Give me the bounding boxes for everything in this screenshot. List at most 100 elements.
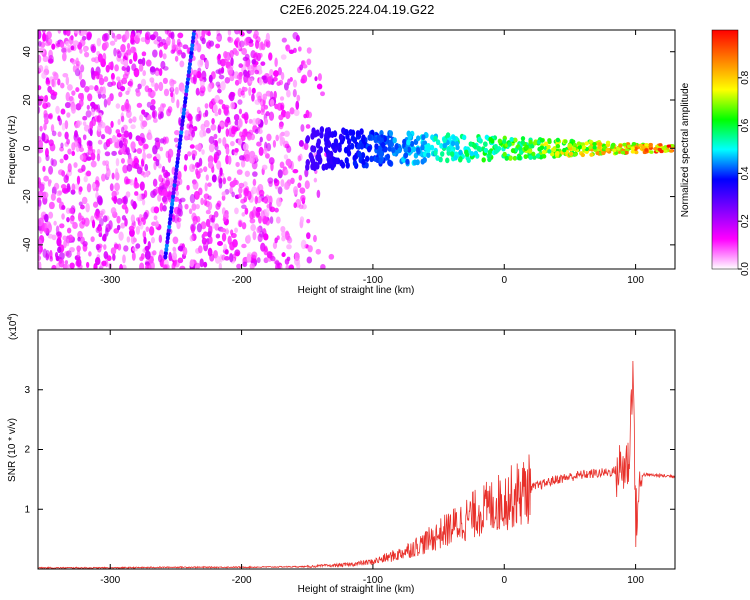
band-cell [455, 144, 460, 151]
noise-cell [43, 118, 49, 124]
noise-cell [58, 258, 65, 268]
band-cell [524, 144, 529, 150]
noise-cell [38, 177, 41, 185]
noise-cell [117, 118, 121, 126]
noise-cell [204, 182, 208, 192]
noise-cell [211, 166, 215, 174]
noise-cell [96, 89, 103, 95]
noise-cell [124, 30, 130, 40]
noise-cell [69, 262, 75, 269]
noise-cell [63, 188, 69, 195]
noise-cell [103, 142, 108, 150]
band-cell [461, 134, 467, 141]
noise-cell [280, 72, 285, 81]
noise-cell [195, 168, 199, 176]
noise-cell [207, 201, 213, 211]
noise-cell [48, 165, 54, 175]
noise-cell [103, 32, 110, 41]
noise-cell [211, 214, 216, 223]
band-cell [403, 146, 408, 153]
noise-cell [302, 64, 308, 69]
noise-cell [55, 255, 60, 262]
noise-cell [60, 108, 66, 115]
noise-cell [76, 258, 82, 267]
noise-cell [285, 231, 290, 241]
band-cell [555, 143, 561, 149]
noise-cell [133, 181, 139, 189]
noise-cell [161, 195, 168, 203]
band-cell [543, 141, 549, 147]
noise-cell [234, 79, 240, 86]
noise-cell [152, 250, 157, 256]
noise-cell [243, 149, 250, 159]
band-cell [433, 150, 438, 156]
band-cell [668, 149, 674, 153]
noise-cell [47, 180, 52, 187]
band-cell [622, 142, 627, 147]
noise-cell [170, 81, 175, 91]
noise-cell [72, 221, 78, 230]
band-cell [349, 142, 355, 150]
band-cell [315, 129, 320, 137]
noise-cell [255, 117, 261, 125]
noise-cell [51, 159, 58, 167]
noise-cell [227, 66, 234, 75]
noise-cell [245, 60, 250, 67]
noise-cell [42, 165, 46, 172]
band-cell [317, 153, 322, 161]
band-cell [592, 145, 597, 150]
y-tick-label: -20 [22, 189, 33, 204]
noise-cell [138, 63, 144, 72]
noise-cell [221, 195, 226, 201]
noise-cell [113, 35, 118, 43]
noise-cell [258, 189, 265, 197]
noise-cell [215, 202, 221, 210]
noise-cell [249, 211, 254, 220]
noise-cell [64, 120, 69, 130]
noise-cell [192, 69, 198, 77]
noise-cell [249, 218, 256, 224]
noise-cell [175, 190, 180, 196]
band-cell [517, 155, 522, 161]
noise-cell [170, 91, 174, 98]
noise-cell [203, 166, 208, 173]
noise-cell [274, 260, 280, 265]
noise-cell [72, 40, 79, 46]
noise-cell [213, 133, 218, 140]
noise-cell [218, 74, 225, 80]
noise-cell [269, 216, 274, 224]
noise-cell [139, 221, 144, 230]
noise-cell [252, 171, 258, 177]
noise-cell [224, 76, 231, 84]
band-cell [435, 139, 441, 146]
noise-cell [313, 177, 318, 183]
band-cell [581, 145, 587, 150]
noise-cell [57, 30, 62, 34]
noise-cell [126, 164, 133, 172]
noise-cell [166, 190, 172, 200]
noise-cell [76, 175, 81, 185]
band-cell [573, 152, 578, 157]
noise-cell [244, 207, 249, 215]
noise-cell [235, 251, 240, 257]
noise-cell [66, 264, 70, 269]
noise-cell [95, 179, 99, 185]
noise-cell [220, 66, 225, 74]
band-cell [612, 148, 617, 153]
noise-cell [273, 90, 277, 100]
noise-cell [158, 174, 163, 183]
band-cell [332, 156, 337, 164]
noise-cell [201, 30, 206, 39]
noise-cell [154, 137, 160, 143]
noise-cell [320, 91, 325, 97]
noise-cell [130, 124, 136, 130]
noise-cell [122, 164, 128, 174]
band-cell [528, 139, 533, 145]
noise-cell [137, 83, 142, 90]
noise-cell [203, 120, 210, 128]
noise-cell [71, 59, 77, 65]
noise-cell [236, 263, 242, 269]
noise-cell [152, 178, 158, 187]
noise-cell [299, 64, 304, 71]
x-tick-label: -200 [232, 575, 252, 586]
